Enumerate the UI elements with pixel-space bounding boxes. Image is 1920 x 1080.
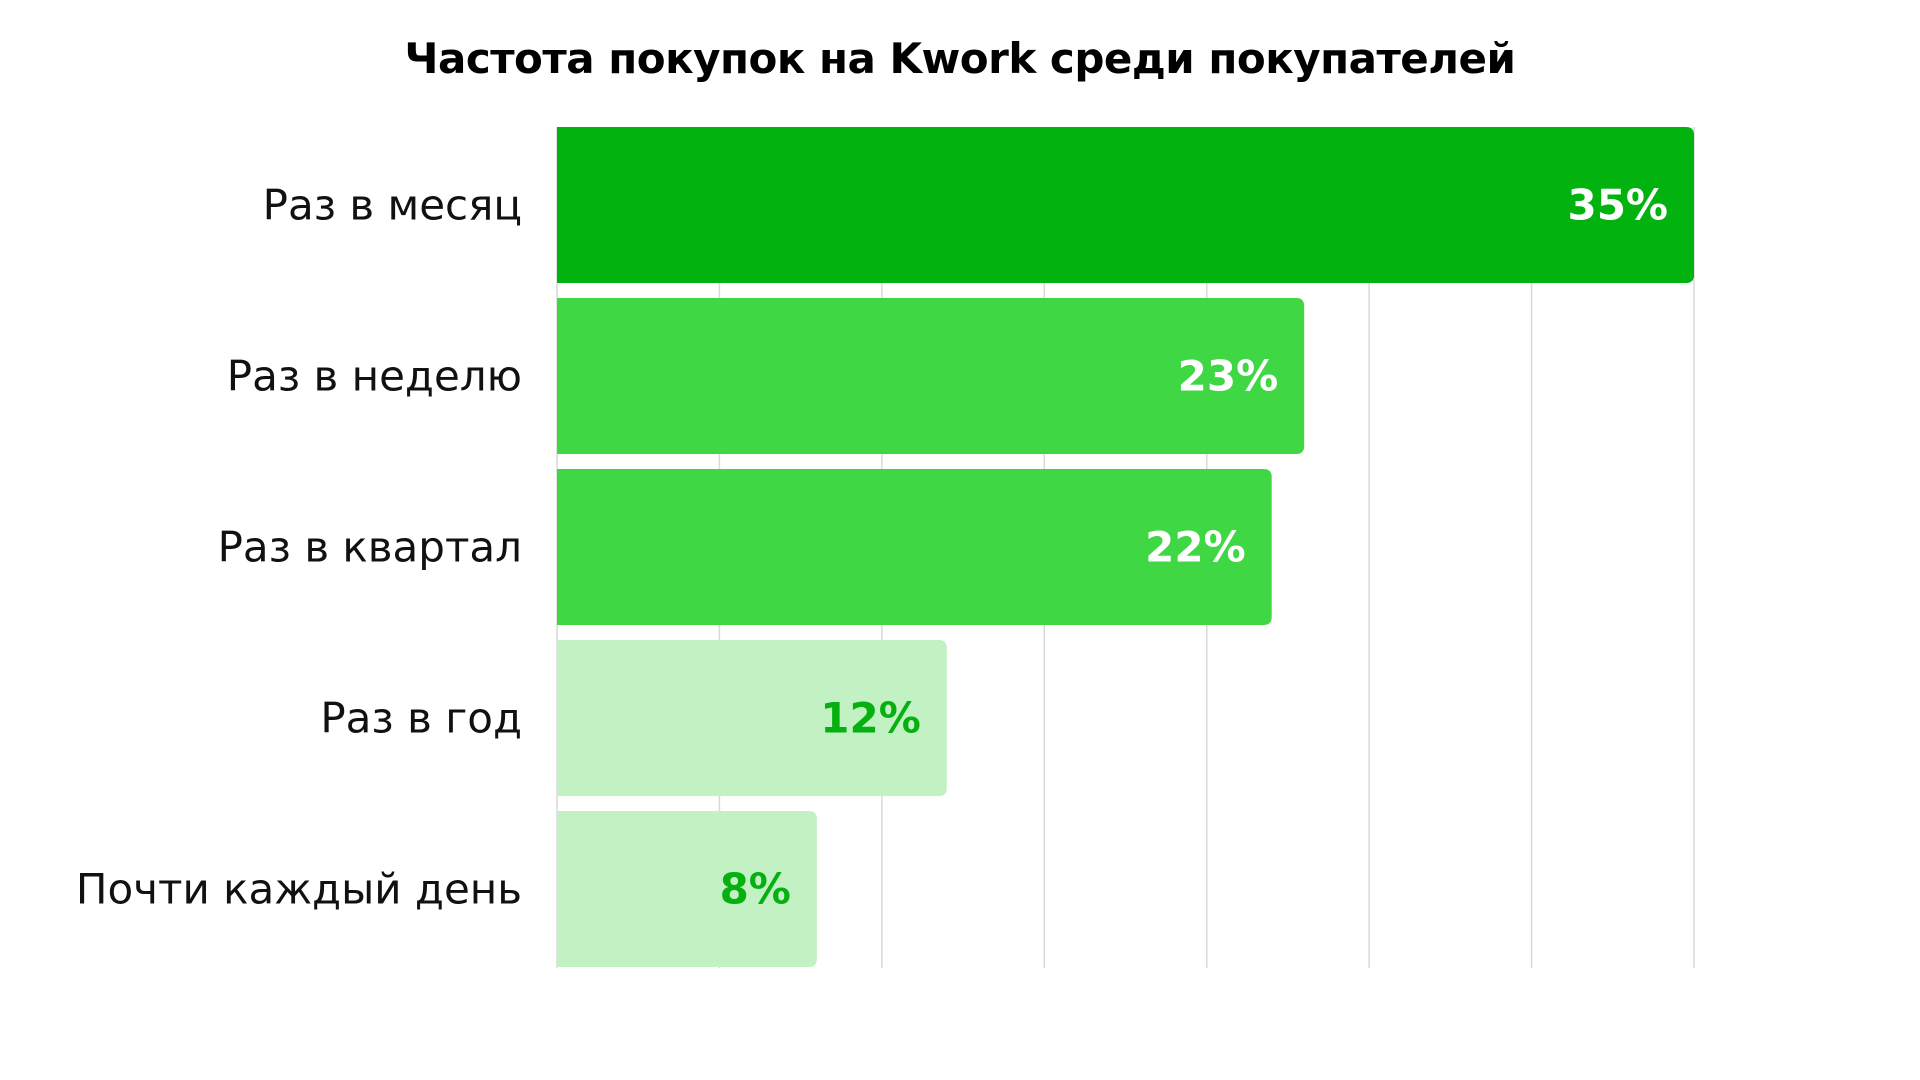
chart-title: Частота покупок на Kwork среди покупател… [404,34,1516,83]
bar [557,298,1305,454]
bars-group: 35% 23% 22% 12% 8% [557,127,1694,967]
data-label: 23% [1178,352,1279,401]
data-label: 35% [1567,181,1668,230]
data-label: 12% [820,694,921,743]
bar [557,127,1694,283]
data-label: 8% [720,865,791,914]
category-labels-group: Раз в месяц Раз в неделю Раз в квартал Раз … [76,181,522,914]
bar [557,640,947,796]
bar [557,469,1272,625]
data-label: 22% [1145,523,1246,572]
category-label: Раз в месяц [263,181,522,230]
category-label: Раз в год [320,694,522,743]
category-label: Раз в неделю [227,352,522,401]
category-label: Раз в квартал [218,523,522,572]
category-label: Почти каждый день [76,865,522,914]
bar [557,811,817,967]
